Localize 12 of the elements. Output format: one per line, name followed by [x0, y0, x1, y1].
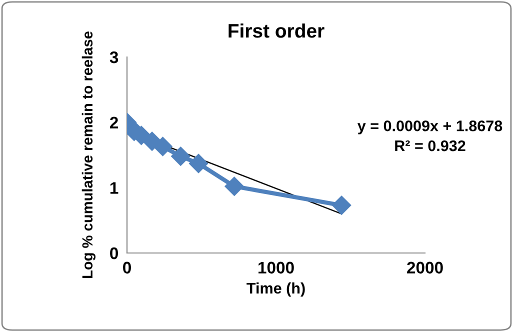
- x-tick-label: 0: [123, 262, 131, 274]
- y-tick-label: 2: [110, 116, 118, 128]
- y-tick-label: 1: [110, 182, 118, 194]
- y-tick-label: 0: [110, 247, 118, 260]
- x-axis-title: Time (h): [246, 282, 305, 297]
- x-tick-label: 1000: [258, 262, 294, 274]
- annotation: y = 0.0009x + 1.8678: [357, 120, 502, 134]
- x-tick-label: 2000: [407, 262, 443, 274]
- chart-title: First order: [228, 23, 324, 38]
- y-axis-title: Log % cumulative remain to reelase: [82, 31, 96, 278]
- annotation: R² = 0.932: [395, 140, 466, 152]
- y-tick-label: 3: [110, 51, 118, 64]
